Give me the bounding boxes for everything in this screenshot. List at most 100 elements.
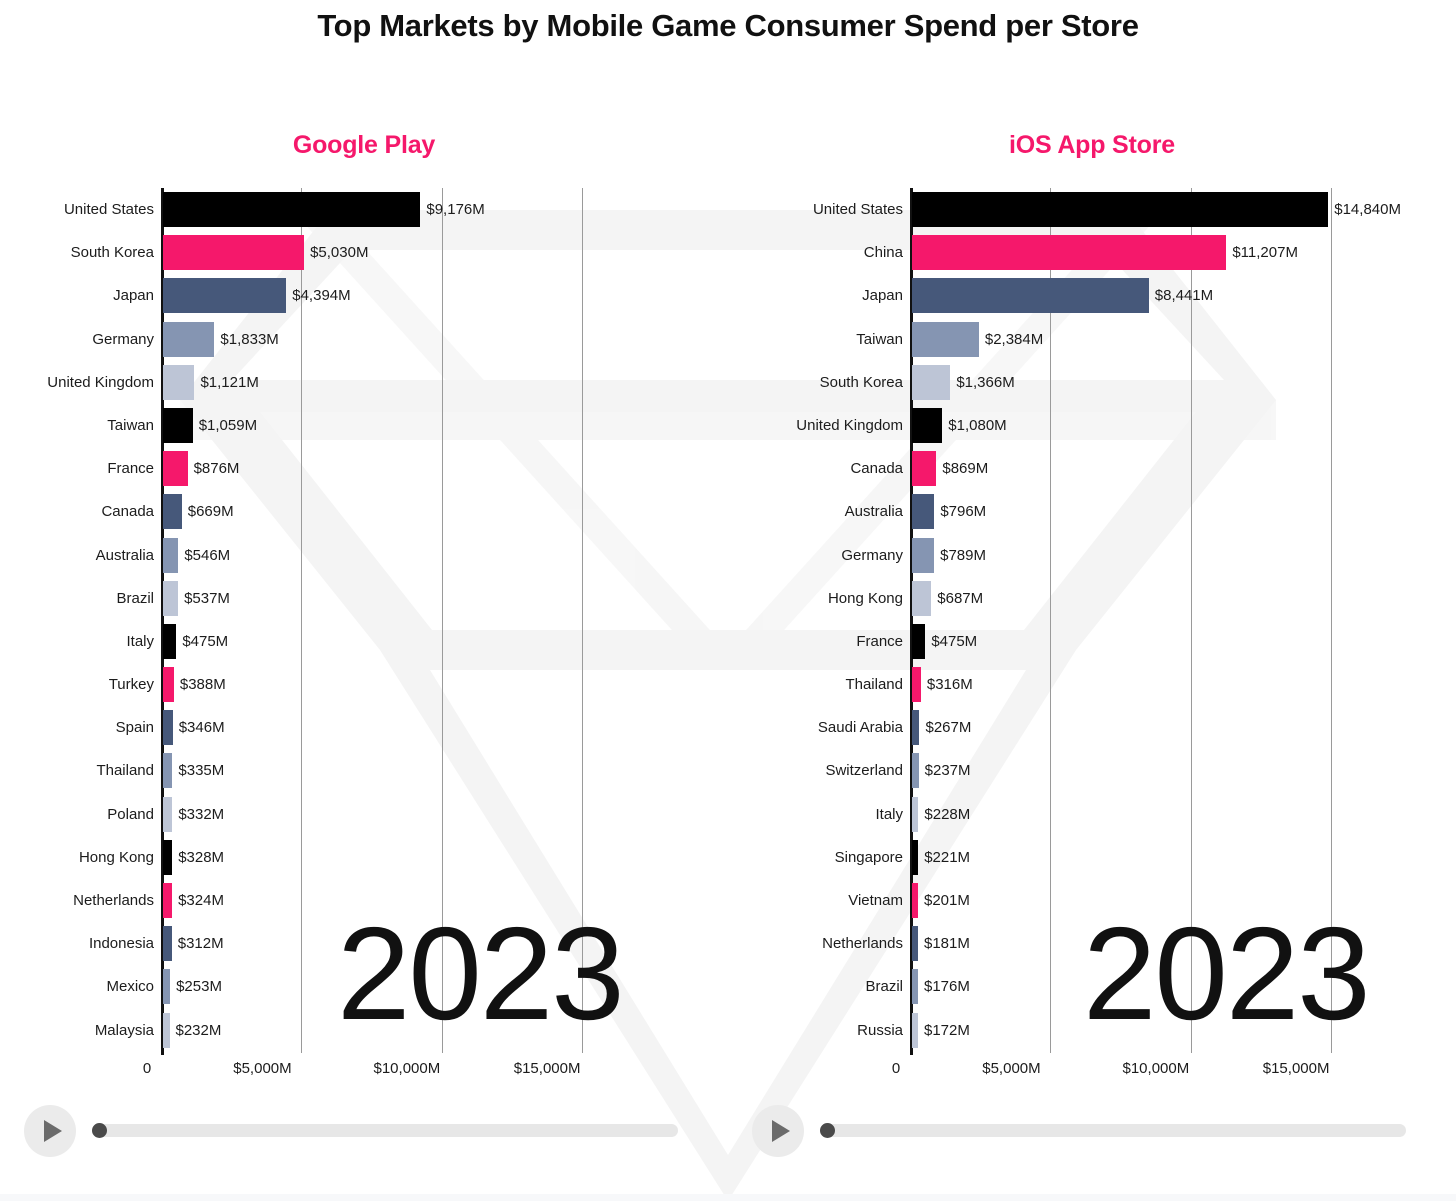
bar[interactable] [163,796,173,832]
bar-row[interactable]: Germany $1,833M [0,318,728,361]
bar[interactable] [163,969,171,1005]
bar[interactable] [163,364,195,400]
bar-row[interactable]: Taiwan $1,059M [0,404,728,447]
bar[interactable] [163,407,193,443]
bar-row[interactable]: Canada $669M [0,490,728,533]
bar[interactable] [912,364,951,400]
bar-category-label: Italy [875,805,903,823]
bar[interactable] [163,623,177,659]
play-button-google-play[interactable] [24,1105,76,1157]
timeline-slider-google-play[interactable] [92,1123,678,1138]
bar[interactable] [163,667,174,703]
bar-category-label: Canada [850,460,903,478]
bar-value-label: $1,080M [948,416,1007,434]
year-label-google-play: 2023 [337,900,625,1047]
bar-row[interactable]: United States $9,176M [0,188,728,231]
bar-row[interactable]: Thailand $335M [0,749,728,792]
bar[interactable] [912,969,918,1005]
bar[interactable] [912,407,943,443]
bar[interactable] [912,883,918,918]
bar[interactable] [912,1012,918,1048]
timeline-slider-ios-app-store[interactable] [820,1123,1406,1138]
bar[interactable] [163,321,215,357]
bar[interactable] [912,192,1329,227]
bar[interactable] [912,451,937,487]
bar-row[interactable]: Brazil $537M [0,577,728,620]
bar-row[interactable]: Thailand $316M [728,663,1456,706]
bar[interactable] [163,710,173,746]
bar[interactable] [912,235,1227,271]
bar[interactable] [163,278,287,314]
bar-row[interactable]: Netherlands $324M [0,879,728,922]
gridline [1330,188,1332,1053]
bar-category-label: France [107,460,154,478]
bar[interactable] [912,667,921,703]
bar-row[interactable]: Indonesia $312M [0,922,728,965]
bar-row[interactable]: Spain $346M [0,706,728,749]
bar-row[interactable]: Switzerland $237M [728,749,1456,792]
timeline-slider-handle-ios-app-store[interactable] [820,1123,835,1138]
bar-row[interactable]: Poland $332M [0,793,728,836]
bar[interactable] [163,235,305,271]
bar[interactable] [912,839,919,875]
bar-value-label: $546M [184,546,231,564]
bar-row[interactable]: Japan $4,394M [0,274,728,317]
bar[interactable] [163,451,188,487]
bar-row[interactable]: Mexico $253M [0,965,728,1008]
bar-row[interactable]: South Korea $5,030M [0,231,728,274]
bar[interactable] [912,321,979,357]
bar-row[interactable]: Italy $228M [728,793,1456,836]
bar[interactable] [163,753,173,789]
play-icon [771,1120,790,1142]
bar[interactable] [163,580,179,616]
bar-row[interactable]: Italy $475M [0,620,728,663]
bar[interactable] [163,839,173,875]
bar-value-label: $687M [937,589,984,607]
bar[interactable] [163,494,182,530]
bar-row[interactable]: Australia $546M [0,534,728,577]
bar-row[interactable]: United States $14,840M [728,188,1456,231]
bar-value-label: $876M [193,460,240,478]
bar-row[interactable]: United Kingdom $1,121M [0,361,728,404]
bar-row[interactable]: Saudi Arabia $267M [728,706,1456,749]
bar-row[interactable]: Japan $8,441M [728,274,1456,317]
bar[interactable] [163,537,179,573]
bar-category-label: United Kingdom [47,373,154,391]
bar[interactable] [163,192,421,227]
bar[interactable] [912,753,919,789]
bar[interactable] [163,883,173,918]
bar[interactable] [912,278,1149,314]
bar-row[interactable]: Turkey $388M [0,663,728,706]
play-button-ios-app-store[interactable] [752,1105,804,1157]
bar[interactable] [912,926,918,962]
bar-row[interactable]: China $11,207M [728,231,1456,274]
bar-row[interactable]: Taiwan $2,384M [728,318,1456,361]
bar-row[interactable]: United Kingdom $1,080M [728,404,1456,447]
bar-row[interactable]: Hong Kong $687M [728,577,1456,620]
bar-row[interactable]: Canada $869M [728,447,1456,490]
bar[interactable] [163,926,172,962]
bar[interactable] [912,710,920,746]
bar[interactable] [163,1012,170,1048]
bar-row[interactable]: Singapore $221M [728,836,1456,879]
bar-category-label: Brazil [865,978,903,996]
bar-category-label: Singapore [834,848,903,866]
bar-row[interactable]: France $876M [0,447,728,490]
timeline-slider-handle-google-play[interactable] [92,1123,107,1138]
bar-category-label: Russia [857,1021,903,1039]
bar-category-label: Spain [115,719,154,737]
bar-row[interactable]: Hong Kong $328M [0,836,728,879]
bar[interactable] [912,796,919,832]
bar-row[interactable]: Germany $789M [728,534,1456,577]
bar-category-label: Thailand [96,762,154,780]
bar[interactable] [912,537,935,573]
bar-row[interactable]: South Korea $1,366M [728,361,1456,404]
bar-row[interactable]: Malaysia $232M [0,1009,728,1052]
bar[interactable] [912,580,932,616]
bar[interactable] [912,494,935,530]
bar-row[interactable]: Australia $796M [728,490,1456,533]
bar-value-label: $181M [924,935,970,953]
bar[interactable] [912,623,926,659]
bar-row[interactable]: France $475M [728,620,1456,663]
